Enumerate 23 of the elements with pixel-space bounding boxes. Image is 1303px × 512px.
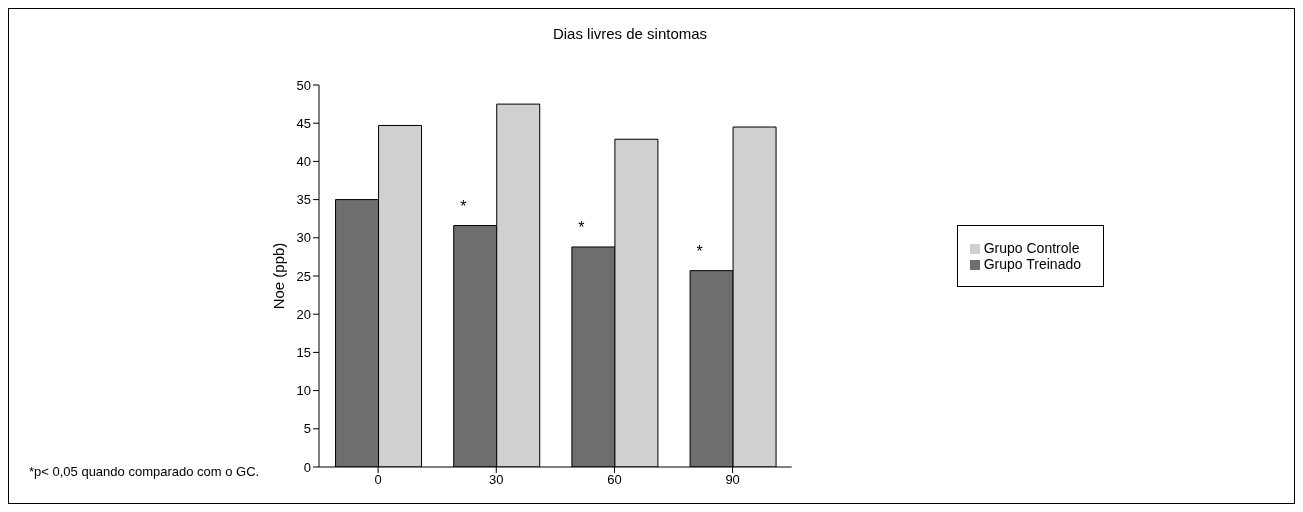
x-tick-label: 30: [489, 472, 504, 488]
y-tick-label: 30: [296, 230, 311, 246]
y-tick-label: 25: [296, 268, 311, 284]
y-tick-label: 10: [296, 383, 311, 399]
text: *p< 0,05 quando comparado com o GC.: [29, 464, 260, 479]
x-tick-label: 0: [374, 472, 382, 488]
y-tick-label: 35: [296, 192, 311, 208]
y-tick-label: 0: [303, 459, 311, 475]
x-tick-label: 90: [725, 472, 740, 488]
y-tick-label: 50: [296, 77, 311, 93]
y-tick-label: 45: [296, 115, 311, 131]
legend-label: Grupo Controle: [983, 240, 1080, 256]
x-tick-label: 60: [607, 472, 622, 488]
y-tick-label: 20: [296, 306, 311, 322]
legend-label: Grupo Treinado: [983, 256, 1081, 272]
annotation: *: [578, 218, 585, 236]
y-tick-label: 40: [296, 154, 311, 170]
annotation: *: [460, 197, 467, 215]
annotation: *: [696, 242, 703, 260]
y-tick-label: 5: [303, 421, 311, 437]
y-tick-label: 15: [296, 345, 311, 361]
y-axis-title: Noe (ppb): [270, 242, 288, 310]
chart-title: Dias livres de sintomas: [551, 25, 709, 42]
